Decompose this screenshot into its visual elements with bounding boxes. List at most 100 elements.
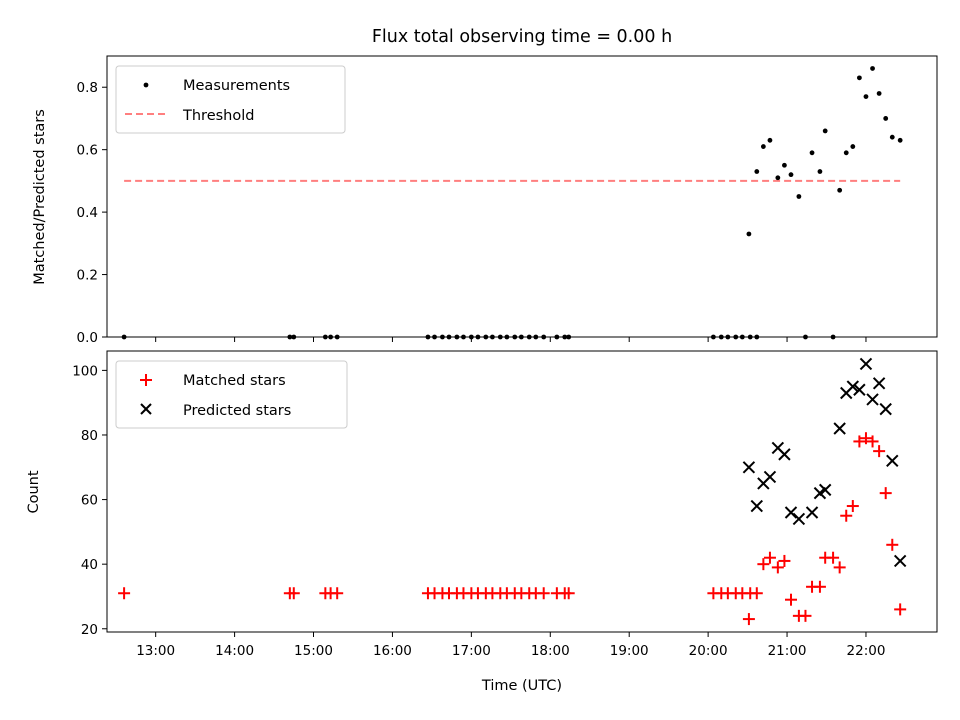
top-panel: Flux total observing time = 0.00 h Match… <box>32 27 938 346</box>
bottom-plot-area: 13:00 14:00 15:00 16:00 17:00 18:00 19:00 20:00… <box>72 357 907 659</box>
predicted-x-b <box>805 506 819 519</box>
x-tick-label: 20:00 <box>689 643 728 659</box>
matched-star-point <box>813 580 826 593</box>
legend-predicted-label: Predicted stars <box>183 403 291 419</box>
matched-star-point <box>840 509 853 522</box>
predicted-star-point <box>778 448 791 461</box>
x-tick-label: 14:00 <box>215 643 254 659</box>
predicted-star-point <box>886 454 899 468</box>
matched-star-point <box>757 558 770 571</box>
predicted-x-b <box>893 554 907 568</box>
measurement-point <box>870 66 875 71</box>
predicted-star-point <box>866 393 879 406</box>
predicted-star-point <box>833 422 846 435</box>
legend-measurements-marker <box>143 82 149 88</box>
predicted-x-b <box>818 483 832 497</box>
legend-matched-marker <box>140 374 152 386</box>
x-tick-label: 19:00 <box>610 643 649 659</box>
predicted-star-point <box>792 512 806 526</box>
x-tick-label: 16:00 <box>373 643 412 659</box>
predicted-x-b <box>866 393 879 406</box>
bottom-y-tick-label: 80 <box>81 428 98 444</box>
matched-star-point <box>886 538 899 551</box>
predicted-star-point <box>859 357 873 371</box>
matched-star-point <box>778 554 791 567</box>
predicted-star-point <box>818 483 832 497</box>
top-y-axis-label: Matched/Predicted stars <box>32 109 48 285</box>
predicted-x-b <box>846 380 860 393</box>
predicted-star-point <box>750 499 764 513</box>
bottom-y-tick-label: 100 <box>72 363 98 379</box>
measurement-point <box>897 137 903 143</box>
predicted-x-b <box>792 512 806 526</box>
predicted-x-b <box>879 402 892 416</box>
matched-star-point <box>771 561 784 574</box>
predicted-x-b <box>833 422 846 435</box>
bottom-legend-box <box>115 360 348 429</box>
bottom-panel: Count Time (UTC) 13:00 14:00 15:00 16:00 17:… <box>26 350 938 694</box>
predicted-star-point <box>872 377 886 390</box>
matched-star-point <box>873 445 886 458</box>
matched-star-point <box>763 551 776 564</box>
matched-star-point <box>331 587 344 600</box>
predicted-x-b <box>886 454 899 468</box>
bottom-axes-frame <box>106 350 938 633</box>
x-tick-label: 22:00 <box>847 643 886 659</box>
measurement-point <box>754 169 760 174</box>
x-tick-label: 18:00 <box>531 643 570 659</box>
measurement-point <box>863 94 869 99</box>
top-legend: Measurements Threshold <box>115 65 346 134</box>
legend-measurements-label: Measurements <box>183 78 290 94</box>
measurement-point <box>767 137 773 143</box>
x-tick-label: 15:00 <box>294 643 333 659</box>
measurement-point <box>809 150 815 156</box>
measurement-point <box>822 128 828 134</box>
measurement-point <box>876 91 882 96</box>
predicted-x-b <box>859 357 873 371</box>
matched-star-point <box>894 603 907 616</box>
top-legend-box <box>115 65 346 134</box>
matched-star-point <box>859 432 872 445</box>
predicted-star-point <box>742 461 756 474</box>
predicted-x-b <box>872 377 886 390</box>
matched-star-point <box>287 587 300 600</box>
chart-title: Flux total observing time = 0.00 h <box>372 27 672 47</box>
x-tick-label: 17:00 <box>452 643 491 659</box>
bottom-legend: Matched stars Predicted stars <box>115 360 348 429</box>
top-y-tick-label: 0.8 <box>77 80 98 96</box>
measurement-point <box>746 231 752 237</box>
matched-star-point <box>866 435 879 448</box>
measurement-point <box>788 172 794 178</box>
predicted-x-b <box>750 499 764 513</box>
bottom-y-tick-label: 60 <box>81 493 98 509</box>
measurement-point <box>843 150 849 156</box>
matched-star-point <box>833 561 846 574</box>
predicted-star-point <box>784 506 798 519</box>
predicted-star-point <box>853 383 866 396</box>
matched-star-point <box>879 487 892 500</box>
predicted-star-point <box>846 380 860 393</box>
legend-matched-label: Matched stars <box>183 373 286 389</box>
top-y-tick-label: 0.6 <box>77 143 98 159</box>
top-y-tick-label: 0.0 <box>77 330 98 346</box>
legend-predicted-marker <box>140 403 152 415</box>
measurement-point <box>837 187 843 193</box>
predicted-x-b <box>853 383 866 396</box>
predicted-star-point <box>805 506 819 519</box>
matched-star-point <box>742 613 755 626</box>
legend-threshold-label: Threshold <box>182 108 254 124</box>
measurement-point <box>775 175 781 181</box>
predicted-x-b <box>771 441 785 455</box>
top-plot-area: 0.0 0.2 0.4 0.6 0.8 <box>77 66 903 346</box>
x-tick-label: 13:00 <box>136 643 175 659</box>
predicted-x-b <box>763 470 777 484</box>
matched-star-point <box>750 587 763 600</box>
measurement-point <box>782 162 787 168</box>
matched-star-point <box>853 435 866 448</box>
predicted-star-point <box>879 402 892 416</box>
predicted-x-b <box>742 461 756 474</box>
matched-star-point <box>846 500 859 513</box>
matched-star-point <box>827 551 840 564</box>
predicted-x-b <box>778 448 791 461</box>
